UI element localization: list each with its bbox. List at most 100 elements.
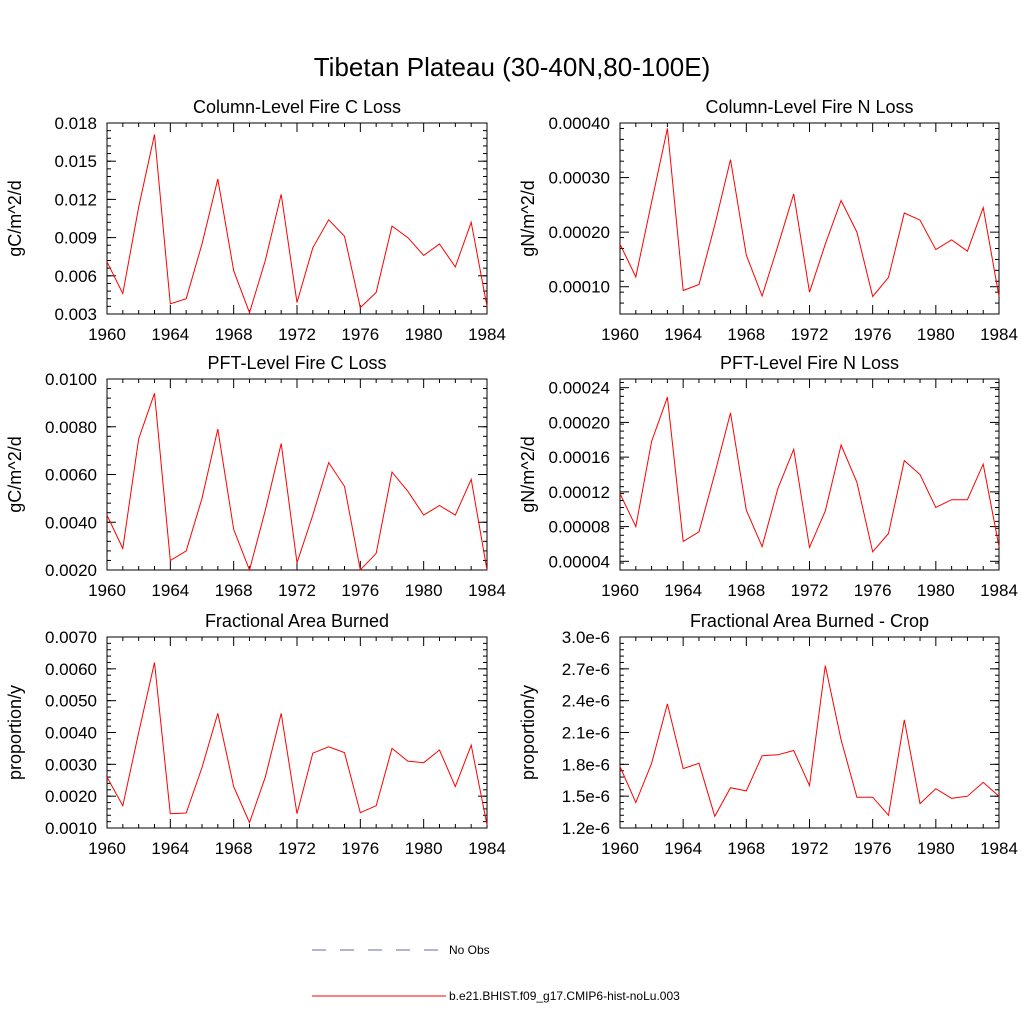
panel-title: Column-Level Fire C Loss [193, 97, 401, 117]
y-tick-label: 0.00008 [549, 518, 610, 537]
x-tick-label: 1972 [278, 325, 316, 344]
x-tick-label: 1976 [341, 325, 379, 344]
chart-panel: Fractional Area Burned - Crop proportion/… [518, 611, 1018, 858]
x-tick-label: 1980 [917, 839, 955, 858]
y-tick-label: 0.00012 [549, 483, 610, 502]
y-tick-label: 0.00024 [549, 379, 610, 398]
x-tick-label: 1964 [151, 581, 189, 600]
series-line [106, 662, 488, 825]
y-tick-label: 0.00016 [549, 448, 610, 467]
series-line [106, 134, 488, 315]
y-axis-label: gN/m^2/d [518, 180, 538, 256]
x-tick-label: 1984 [468, 325, 506, 344]
x-tick-label: 1976 [854, 839, 892, 858]
x-tick-label: 1972 [278, 581, 316, 600]
y-tick-label: 0.00004 [549, 552, 610, 571]
x-tick-label: 1972 [791, 839, 829, 858]
x-tick-label: 1984 [980, 581, 1018, 600]
y-tick-label: 0.0070 [45, 628, 97, 647]
x-tick-label: 1976 [854, 581, 892, 600]
y-axis-label: gC/m^2/d [5, 180, 25, 256]
plot-frame [619, 378, 1000, 571]
x-tick-label: 1984 [468, 581, 506, 600]
x-tick-label: 1972 [278, 839, 316, 858]
y-tick-label: 0.0050 [45, 692, 97, 711]
y-tick-label: 2.7e-6 [562, 660, 610, 679]
y-tick-label: 0.006 [54, 267, 97, 286]
y-tick-label: 1.5e-6 [562, 787, 610, 806]
x-tick-label: 1976 [854, 325, 892, 344]
y-tick-label: 0.0030 [45, 755, 97, 774]
y-tick-label: 0.0060 [45, 466, 97, 485]
y-tick-label: 0.012 [54, 190, 97, 209]
x-tick-label: 1968 [727, 581, 765, 600]
x-tick-label: 1968 [215, 325, 253, 344]
panel-title: Column-Level Fire N Loss [705, 97, 913, 117]
y-tick-label: 0.003 [54, 305, 97, 324]
y-tick-label: 0.018 [54, 114, 97, 133]
y-tick-label: 0.00040 [549, 114, 610, 133]
y-tick-label: 0.00020 [549, 223, 610, 242]
y-tick-label: 0.0040 [45, 513, 97, 532]
chart-panel: Column-Level Fire N Loss gN/m^2/d 1960 1964… [518, 97, 1018, 344]
x-tick-label: 1968 [215, 839, 253, 858]
x-tick-label: 1980 [405, 581, 443, 600]
chart-panel: Fractional Area Burned proportion/y 1960 19… [5, 611, 506, 858]
x-tick-label: 1960 [88, 839, 126, 858]
x-tick-label: 1968 [727, 325, 765, 344]
x-tick-label: 1972 [791, 325, 829, 344]
x-tick-label: 1964 [664, 325, 702, 344]
series-line [106, 393, 488, 572]
y-tick-label: 0.0100 [45, 370, 97, 389]
plot-frame [106, 636, 488, 829]
x-tick-label: 1960 [601, 839, 639, 858]
x-tick-label: 1960 [601, 325, 639, 344]
chart-panel: PFT-Level Fire N Loss gN/m^2/d 1960 1964 196… [518, 353, 1018, 600]
x-tick-label: 1972 [791, 581, 829, 600]
x-tick-label: 1984 [980, 839, 1018, 858]
y-tick-label: 0.00030 [549, 169, 610, 188]
plot-frame [619, 636, 1000, 829]
x-tick-label: 1960 [88, 325, 126, 344]
chart-panel: PFT-Level Fire C Loss gC/m^2/d 1960 1964 196… [5, 353, 506, 600]
y-tick-label: 0.00010 [549, 278, 610, 297]
x-tick-label: 1976 [341, 581, 379, 600]
y-tick-label: 2.1e-6 [562, 724, 610, 743]
x-tick-label: 1964 [664, 839, 702, 858]
y-tick-label: 0.0010 [45, 819, 97, 838]
x-tick-label: 1960 [601, 581, 639, 600]
y-tick-label: 0.0020 [45, 787, 97, 806]
y-axis-label: gN/m^2/d [518, 436, 538, 512]
panel-title: Fractional Area Burned - Crop [690, 611, 929, 631]
series-line [619, 397, 1000, 553]
panel-title: PFT-Level Fire C Loss [207, 353, 386, 373]
x-tick-label: 1964 [151, 839, 189, 858]
x-tick-label: 1964 [151, 325, 189, 344]
x-tick-label: 1976 [341, 839, 379, 858]
y-tick-label: 0.0020 [45, 561, 97, 580]
y-tick-label: 0.009 [54, 229, 97, 248]
x-tick-label: 1960 [88, 581, 126, 600]
legend-obs-label: No Obs [449, 943, 490, 957]
x-tick-label: 1964 [664, 581, 702, 600]
y-tick-label: 0.0040 [45, 724, 97, 743]
plot-frame [106, 122, 488, 315]
chart-panels: Column-Level Fire C Loss gC/m^2/d 1960 1964… [5, 97, 1018, 858]
plot-frame [106, 378, 488, 571]
y-tick-label: 1.8e-6 [562, 755, 610, 774]
y-axis-label: gC/m^2/d [5, 436, 25, 512]
series-line [619, 665, 1000, 818]
x-tick-label: 1980 [405, 325, 443, 344]
chart-panel: Column-Level Fire C Loss gC/m^2/d 1960 1964… [5, 97, 506, 344]
panel-title: PFT-Level Fire N Loss [720, 353, 899, 373]
legend: No Obs b.e21.BHIST.f09_g17.CMIP6-hist-no… [312, 943, 680, 1003]
y-tick-label: 0.0060 [45, 660, 97, 679]
x-tick-label: 1980 [917, 581, 955, 600]
y-tick-label: 3.0e-6 [562, 628, 610, 647]
y-tick-label: 2.4e-6 [562, 692, 610, 711]
x-tick-label: 1984 [980, 325, 1018, 344]
x-tick-label: 1968 [215, 581, 253, 600]
series-line [619, 128, 1000, 298]
legend-model-label: b.e21.BHIST.f09_g17.CMIP6-hist-noLu.003 [449, 989, 680, 1003]
